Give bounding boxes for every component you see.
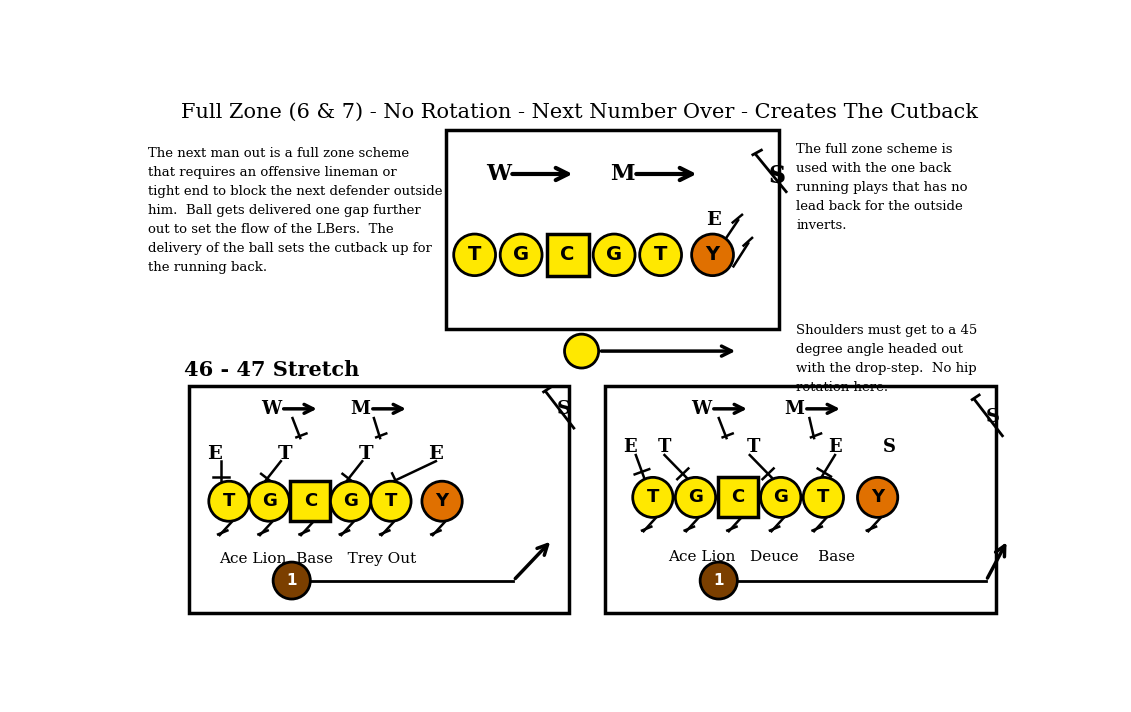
Text: C: C: [561, 246, 575, 264]
Text: S: S: [985, 407, 1000, 426]
Text: G: G: [774, 488, 788, 506]
Circle shape: [675, 477, 716, 518]
Text: E: E: [706, 211, 720, 229]
Text: The next man out is a full zone scheme
that requires an offensive lineman or
tig: The next man out is a full zone scheme t…: [147, 147, 442, 274]
Text: S: S: [768, 164, 785, 188]
Text: T: T: [468, 246, 482, 264]
Circle shape: [564, 334, 598, 368]
Text: M: M: [351, 400, 371, 418]
Text: M: M: [785, 400, 804, 418]
Text: C: C: [732, 488, 744, 506]
Circle shape: [761, 477, 801, 518]
Text: T: T: [658, 439, 671, 456]
Bar: [718, 477, 758, 518]
Text: The full zone scheme is
used with the one back
running plays that has no
lead ba: The full zone scheme is used with the on…: [796, 143, 968, 232]
Text: E: E: [429, 444, 443, 463]
Bar: [446, 130, 779, 329]
Bar: [291, 481, 330, 521]
Text: W: W: [692, 400, 711, 418]
Text: E: E: [623, 439, 637, 456]
Text: G: G: [261, 492, 277, 511]
Text: Shoulders must get to a 45
degree angle headed out
with the drop-step.  No hip
r: Shoulders must get to a 45 degree angle …: [796, 324, 977, 394]
Circle shape: [454, 234, 495, 276]
Text: 1: 1: [286, 573, 297, 588]
Text: W: W: [261, 400, 282, 418]
Text: Ace Lion   Deuce    Base: Ace Lion Deuce Base: [668, 550, 855, 565]
Text: G: G: [513, 246, 529, 264]
Text: E: E: [208, 444, 223, 463]
Text: G: G: [343, 492, 359, 511]
Circle shape: [593, 234, 634, 276]
Text: 1: 1: [714, 573, 724, 588]
Text: G: G: [606, 246, 622, 264]
Circle shape: [330, 481, 371, 521]
Text: Full Zone (6 & 7) - No Rotation - Next Number Over - Creates The Cutback: Full Zone (6 & 7) - No Rotation - Next N…: [181, 103, 978, 121]
Text: C: C: [304, 492, 317, 511]
Circle shape: [803, 477, 844, 518]
Bar: [189, 386, 569, 613]
Text: E: E: [828, 439, 841, 456]
Text: T: T: [223, 492, 235, 511]
Circle shape: [692, 234, 734, 276]
Text: Y: Y: [706, 246, 719, 264]
Circle shape: [640, 234, 682, 276]
Text: T: T: [647, 488, 659, 506]
Circle shape: [500, 234, 542, 276]
Text: G: G: [688, 488, 703, 506]
Text: S: S: [883, 439, 896, 456]
Circle shape: [700, 562, 737, 599]
Text: T: T: [818, 488, 829, 506]
Circle shape: [209, 481, 249, 521]
Text: Ace Lion  Base   Trey Out: Ace Lion Base Trey Out: [219, 552, 416, 566]
Text: T: T: [277, 444, 292, 463]
Text: T: T: [385, 492, 397, 511]
Circle shape: [422, 481, 463, 521]
Bar: [605, 386, 996, 613]
Text: T: T: [359, 444, 373, 463]
Circle shape: [857, 477, 898, 518]
Text: M: M: [611, 163, 634, 185]
Text: Y: Y: [435, 492, 449, 511]
Bar: [546, 234, 588, 276]
Text: W: W: [486, 163, 511, 185]
Circle shape: [632, 477, 673, 518]
Circle shape: [273, 562, 310, 599]
Text: T: T: [746, 439, 760, 456]
Text: S: S: [556, 400, 571, 418]
Circle shape: [249, 481, 290, 521]
Text: Y: Y: [871, 488, 884, 506]
Text: T: T: [654, 246, 667, 264]
Text: 46 - 47 Stretch: 46 - 47 Stretch: [184, 360, 360, 380]
Circle shape: [371, 481, 411, 521]
